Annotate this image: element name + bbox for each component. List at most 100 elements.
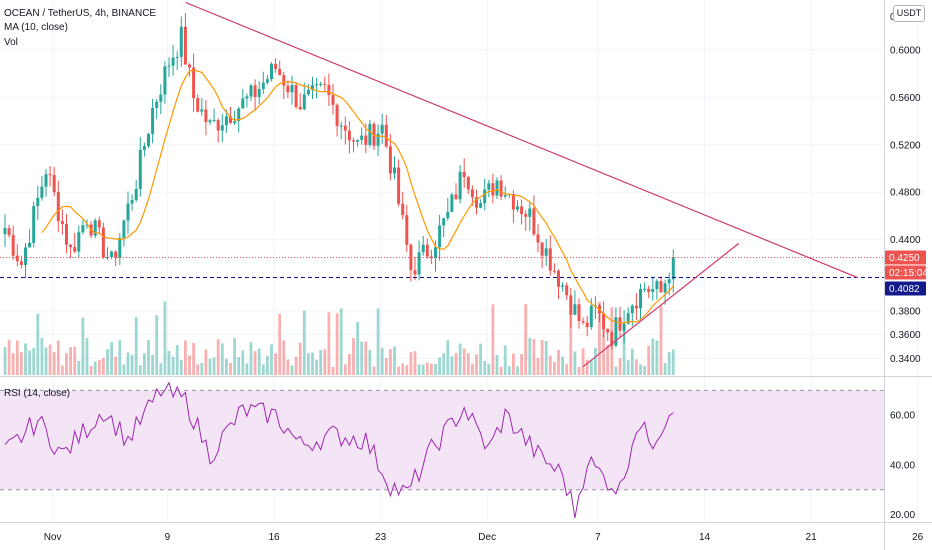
volume-bar (487, 363, 491, 375)
candle (302, 94, 306, 110)
candle (69, 244, 73, 248)
volume-bar (233, 338, 236, 375)
volume-bar (298, 342, 302, 375)
candle (630, 305, 634, 314)
volume-bar (569, 315, 573, 375)
last-price-tag-bg (885, 250, 926, 265)
candle (204, 109, 208, 123)
time-tick-label: 14 (699, 532, 711, 543)
volume-bar (163, 301, 167, 375)
volume-bar (61, 365, 64, 375)
candle (548, 248, 552, 271)
candle (171, 57, 175, 66)
volume-bar (348, 354, 351, 375)
volume-bar (261, 364, 265, 375)
volume-bar (368, 349, 372, 375)
candle (622, 323, 626, 331)
candle (311, 85, 314, 90)
candle (602, 313, 606, 329)
price-tick-label: 0.6000 (890, 45, 921, 56)
volume-bar (155, 315, 159, 375)
volume-bar (229, 363, 232, 375)
candle (134, 188, 138, 200)
candle (458, 171, 462, 200)
candle (639, 289, 642, 309)
symbol-legend[interactable]: OCEAN / TetherUS, 4h, BINANCE (4, 8, 157, 19)
candle (126, 203, 130, 221)
rsi-pane (0, 381, 884, 518)
volume-bar (450, 356, 454, 375)
volume-bar (573, 351, 577, 375)
candle (73, 247, 77, 252)
time-tick-label: 21 (806, 532, 818, 543)
volume-bar (577, 366, 581, 375)
candle (388, 146, 392, 174)
candle (511, 194, 515, 210)
volume-bar (372, 366, 376, 375)
candle (409, 244, 413, 271)
candle (60, 221, 64, 224)
volume-bar (430, 363, 433, 375)
volume-bar (147, 339, 150, 375)
volume-bar (204, 349, 208, 375)
volume-bar (175, 345, 179, 375)
candle (552, 270, 556, 272)
rsi-legend[interactable]: RSI (14, close) (4, 388, 71, 399)
ma-line (41, 69, 674, 324)
candle (589, 305, 593, 328)
volume-bar (553, 361, 556, 375)
volume-bar (126, 352, 130, 375)
volume-bar (327, 312, 331, 375)
currency-button[interactable]: USDT (893, 5, 925, 22)
candle (175, 56, 179, 58)
volume-bar (585, 359, 589, 375)
last-price-tag: 0.4250 (889, 253, 920, 264)
volume-bar (643, 366, 646, 375)
volume-bar (179, 360, 183, 375)
candle (491, 183, 495, 196)
candle (585, 322, 589, 328)
volume-bar (138, 365, 142, 375)
candle (306, 89, 310, 95)
candle (19, 261, 23, 265)
time-tick-label: 7 (595, 532, 601, 543)
volume-bar (393, 346, 396, 375)
volume-bar (557, 349, 560, 375)
volume-bar (532, 339, 536, 375)
volume-bar (548, 355, 552, 375)
candle (155, 101, 159, 108)
candle (7, 228, 11, 236)
volume-bar (245, 363, 249, 375)
volume-bar (167, 350, 171, 375)
volume-bar (397, 366, 400, 375)
volume-bar (315, 359, 318, 375)
volume-bar (483, 360, 487, 375)
candle (380, 124, 384, 134)
candle (278, 68, 282, 76)
rsi-line (4, 381, 674, 518)
volume-bar (93, 361, 97, 375)
volume-bar (499, 366, 503, 375)
candle (626, 313, 630, 324)
candle (368, 123, 372, 145)
candle (421, 244, 425, 253)
countdown-tag: 02:15:04 (889, 268, 928, 279)
volume-bar (651, 338, 655, 375)
candle (298, 106, 302, 110)
volume-bar (216, 339, 220, 375)
volume-bar (409, 352, 413, 375)
volume-legend[interactable]: Vol (4, 37, 18, 48)
candle (245, 96, 249, 99)
volume-bar (335, 313, 339, 375)
volume-bar (24, 343, 27, 375)
candle (208, 120, 212, 123)
candle (142, 146, 146, 150)
candle (233, 120, 237, 123)
volume-bar (257, 348, 261, 375)
volume-bar (602, 322, 605, 375)
ma-legend[interactable]: MA (10, close) (4, 22, 68, 33)
candle (319, 83, 323, 85)
candle (101, 227, 105, 258)
candle (315, 84, 319, 86)
volume-bar (376, 308, 380, 375)
